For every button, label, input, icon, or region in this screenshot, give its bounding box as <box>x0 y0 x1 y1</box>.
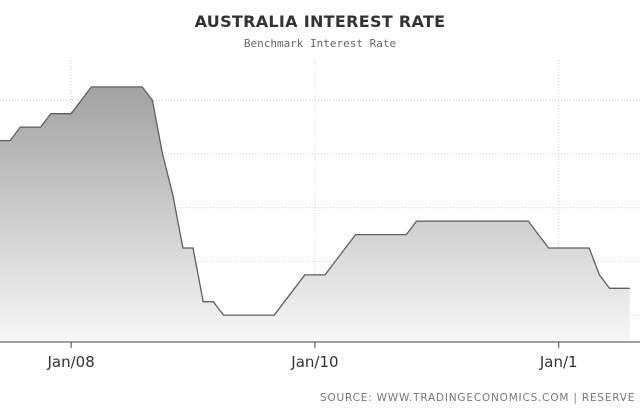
chart-title: AUSTRALIA INTEREST RATE <box>194 12 446 31</box>
source-note: SOURCE: WWW.TRADINGECONOMICS.COM | RESER… <box>320 392 640 404</box>
x-tick-label: Jan/08 <box>46 353 94 371</box>
series-line <box>0 86 630 316</box>
area-fill <box>0 86 630 343</box>
x-tick-label: Jan/1 <box>539 353 578 371</box>
x-tick-label: Jan/10 <box>290 353 338 371</box>
chart-subtitle: Benchmark Interest Rate <box>243 37 397 50</box>
